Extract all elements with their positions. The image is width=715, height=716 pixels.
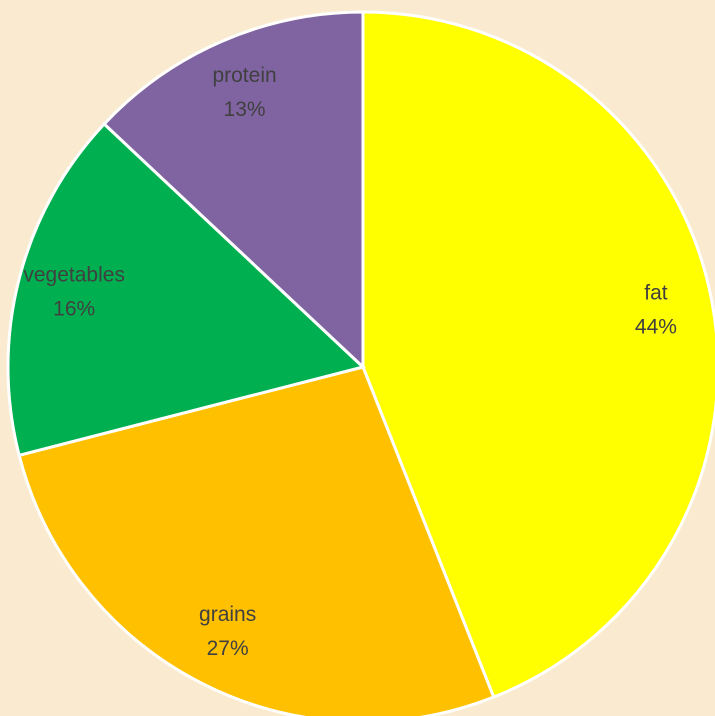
slice-label: grains bbox=[199, 603, 256, 626]
pie-slice bbox=[102, 10, 365, 371]
slice-value: 13% bbox=[224, 98, 266, 121]
pie-slice bbox=[17, 365, 496, 716]
slice-value: 44% bbox=[635, 316, 677, 339]
slice-label: fat bbox=[644, 282, 668, 305]
slice-value: 16% bbox=[53, 297, 95, 320]
pie-slice bbox=[6, 121, 367, 458]
slice-label: protein bbox=[212, 64, 276, 87]
slice-label: vegetables bbox=[23, 263, 125, 286]
pie-slice bbox=[361, 10, 715, 700]
slice-value: 27% bbox=[207, 637, 249, 660]
